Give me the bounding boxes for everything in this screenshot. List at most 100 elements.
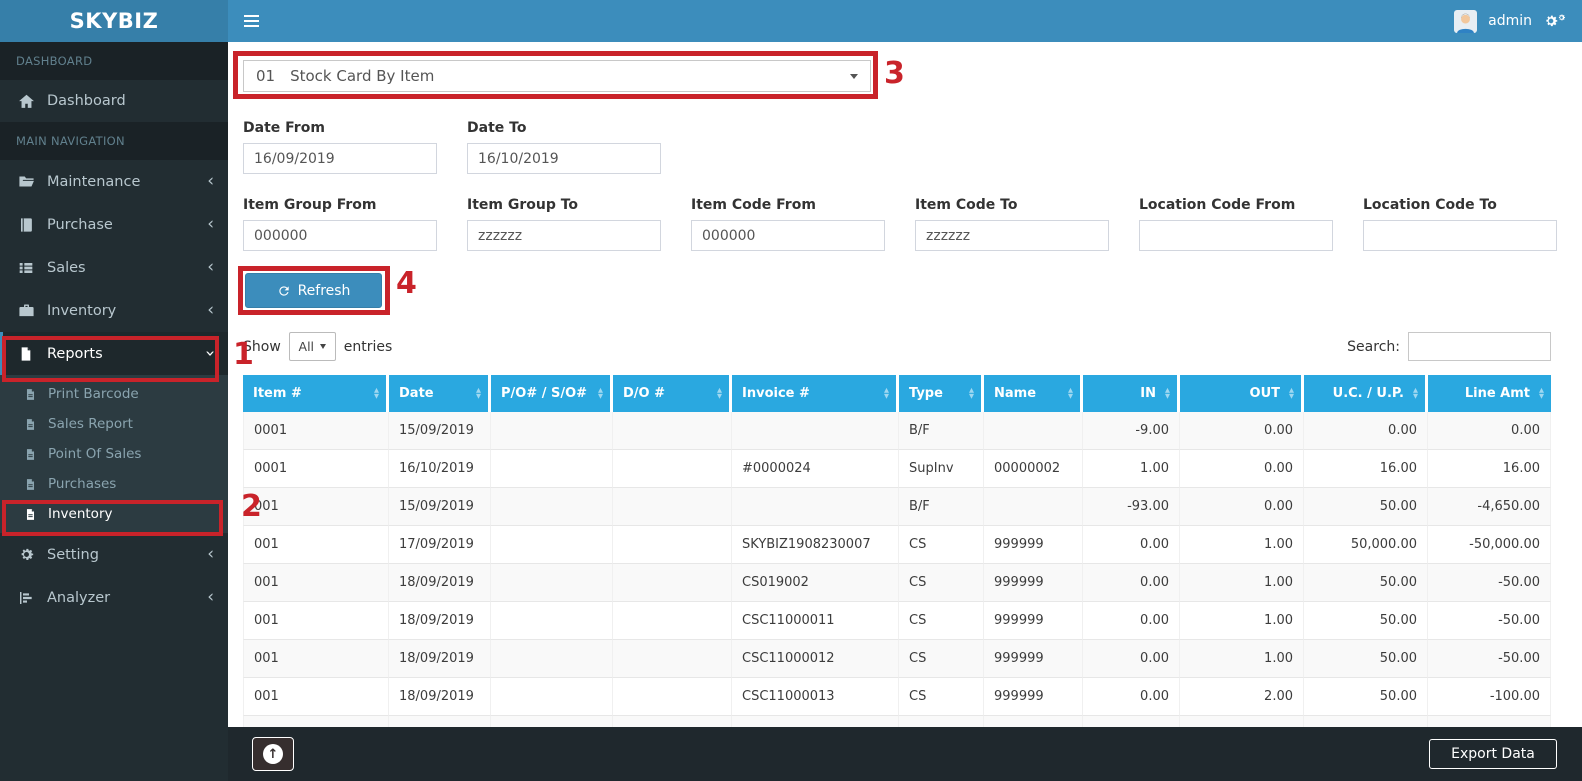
cell-in: 0.00 [1083, 678, 1180, 716]
file-text-icon [22, 418, 38, 431]
navbar-user-menu[interactable]: admin [1454, 9, 1582, 33]
sort-icon: ▲ ▼ [476, 386, 481, 400]
sidebar-toggle-button[interactable] [228, 0, 274, 42]
item-group-from-input[interactable] [243, 220, 437, 251]
brand-logo[interactable]: SKYBIZ [0, 0, 228, 42]
cell-type: B/F [899, 412, 984, 450]
chevron-left-icon: ‹ [207, 257, 214, 277]
cell-invoice [732, 488, 899, 526]
item-group-to-input[interactable] [467, 220, 661, 251]
gears-icon [16, 546, 36, 563]
cell-p-o-s-o [491, 450, 613, 488]
report-code: 01 [256, 67, 276, 85]
field-label: Date From [243, 120, 325, 136]
column-label: Name [994, 386, 1037, 401]
file-icon [16, 346, 36, 362]
scroll-top-button[interactable]: ↑ [252, 737, 294, 771]
search-control: Search: [1347, 332, 1551, 361]
filter-row-1: Date From Date To [243, 120, 661, 174]
cell-item: 001 [243, 640, 389, 678]
sidebar-item-inventory[interactable]: Inventory ‹ [0, 289, 228, 332]
sort-icon: ▲ ▼ [1413, 386, 1418, 400]
home-icon [16, 93, 36, 110]
column-header-p-o-s-o[interactable]: P/O# / S/O# ▲ ▼ [491, 375, 613, 412]
filter-field-item-group-from: Item Group From [243, 197, 437, 251]
cell-type: B/F [899, 488, 984, 526]
sort-icon: ▲ ▼ [374, 386, 379, 400]
cell-u-c-u-p [1304, 716, 1428, 727]
data-table: Item # ▲ ▼ Date ▲ ▼ P/O# / S/O# ▲ ▼ D/O # ▲ ▼ Invoic… [243, 375, 1551, 727]
list-icon [16, 260, 36, 276]
arrow-up-icon: ↑ [263, 744, 283, 764]
sort-icon: ▲ ▼ [1539, 386, 1544, 400]
sidebar-item-analyzer[interactable]: Analyzer ‹ [0, 576, 228, 619]
sidebar-item-setting[interactable]: Setting ‹ [0, 533, 228, 576]
sidebar-item-label: Analyzer [47, 589, 111, 606]
cell-item: 001 [243, 602, 389, 640]
cell-d-o [613, 678, 732, 716]
page-size-select[interactable]: All [288, 332, 336, 361]
export-data-button[interactable]: Export Data [1429, 739, 1557, 769]
filter-field-date-to: Date To [467, 120, 661, 174]
reports-submenu: Print Barcode Sales Report Point Of Sales P… [0, 375, 228, 533]
table-row: 001 17/09/2019 SKYBIZ1908230007 CS 999999 0.0… [243, 526, 1551, 564]
report-type-select[interactable]: 01 Stock Card By Item [243, 60, 871, 92]
cell-type: CS [899, 678, 984, 716]
submenu-item-label: Sales Report [48, 416, 133, 432]
column-header-date[interactable]: Date ▲ ▼ [389, 375, 491, 412]
cell-invoice: #0000024 [732, 450, 899, 488]
column-header-name[interactable]: Name ▲ ▼ [984, 375, 1083, 412]
sort-icon: ▲ ▼ [1068, 386, 1073, 400]
cell-date: 18/09/2019 [389, 602, 491, 640]
submenu-item-print-barcode[interactable]: Print Barcode [0, 379, 228, 409]
cell-line-amt: -50,000.00 [1428, 526, 1551, 564]
submenu-item-purchases[interactable]: Purchases [0, 469, 228, 499]
submenu-item-inventory[interactable]: Inventory [0, 499, 228, 529]
table-row [243, 716, 1551, 727]
location-code-to-input[interactable] [1363, 220, 1557, 251]
filter-field-item-group-to: Item Group To [467, 197, 661, 251]
column-header-u-c-u-p[interactable]: U.C. / U.P. ▲ ▼ [1304, 375, 1428, 412]
cell-invoice [732, 716, 899, 727]
date-to-input[interactable] [467, 143, 661, 174]
cell-type: CS [899, 640, 984, 678]
column-header-invoice[interactable]: Invoice # ▲ ▼ [732, 375, 899, 412]
sidebar-item-reports[interactable]: Reports ‹ [0, 332, 228, 375]
sidebar-item-dashboard[interactable]: Dashboard [0, 80, 228, 122]
submenu-item-point-of-sales[interactable]: Point Of Sales [0, 439, 228, 469]
refresh-button[interactable]: Refresh [245, 273, 382, 308]
item-code-to-input[interactable] [915, 220, 1109, 251]
sidebar-item-sales[interactable]: Sales ‹ [0, 246, 228, 289]
cell-p-o-s-o [491, 526, 613, 564]
column-header-d-o[interactable]: D/O # ▲ ▼ [613, 375, 732, 412]
sidebar-item-maintenance[interactable]: Maintenance ‹ [0, 160, 228, 203]
settings-cogs-icon[interactable] [1543, 13, 1566, 29]
filter-row-2: Item Group From Item Group To Item Code Fr… [243, 197, 1557, 251]
location-code-from-input[interactable] [1139, 220, 1333, 251]
date-from-input[interactable] [243, 143, 437, 174]
sidebar-item-label: Sales [47, 259, 86, 276]
cell-out: 1.00 [1180, 564, 1304, 602]
cell-item: 001 [243, 564, 389, 602]
report-name: Stock Card By Item [290, 67, 435, 85]
file-text-icon [22, 478, 38, 491]
filter-field-location-code-to: Location Code To [1363, 197, 1557, 251]
column-label: D/O # [623, 386, 666, 401]
cell-d-o [613, 412, 732, 450]
chevron-left-icon: ‹ [207, 214, 214, 234]
column-header-type[interactable]: Type ▲ ▼ [899, 375, 984, 412]
briefcase-icon [16, 302, 36, 319]
submenu-item-sales-report[interactable]: Sales Report [0, 409, 228, 439]
column-header-line-amt[interactable]: Line Amt ▲ ▼ [1428, 375, 1551, 412]
column-header-out[interactable]: OUT ▲ ▼ [1180, 375, 1304, 412]
cell-u-c-u-p: 50.00 [1304, 678, 1428, 716]
column-header-in[interactable]: IN ▲ ▼ [1083, 375, 1180, 412]
caret-down-icon [320, 344, 327, 349]
item-code-from-input[interactable] [691, 220, 885, 251]
column-header-item[interactable]: Item # ▲ ▼ [243, 375, 389, 412]
cell-u-c-u-p: 50.00 [1304, 640, 1428, 678]
sidebar-item-purchase[interactable]: Purchase ‹ [0, 203, 228, 246]
search-input[interactable] [1408, 332, 1551, 361]
cell-line-amt: 16.00 [1428, 450, 1551, 488]
